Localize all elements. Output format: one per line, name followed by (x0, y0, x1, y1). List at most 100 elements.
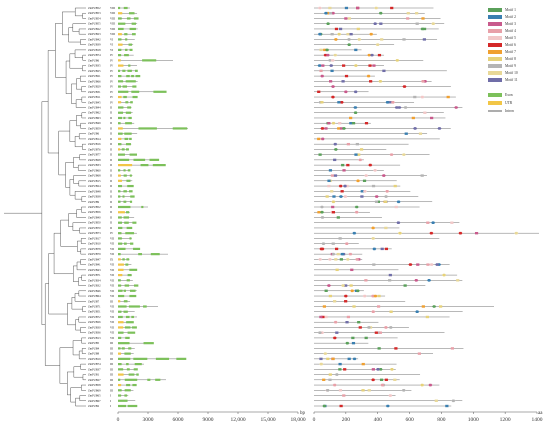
exon (123, 190, 127, 193)
motif-block (372, 247, 377, 251)
motif-block (346, 32, 350, 36)
legend-label: Motif 5 (505, 36, 516, 40)
exon (129, 48, 133, 51)
motif-block (384, 200, 388, 203)
exon (123, 174, 127, 177)
motif-block (326, 22, 331, 26)
gene-group: III (110, 388, 113, 392)
gene-group: VII (110, 242, 114, 246)
exon (118, 80, 124, 83)
exon (129, 289, 136, 292)
motif-block (321, 315, 325, 319)
motif-block (338, 389, 343, 392)
motif-block (381, 174, 386, 177)
gene-name: ZmPUB79 (88, 252, 101, 256)
gene-name: ZmPUB5 (88, 341, 100, 345)
exon (118, 74, 122, 78)
motif-block (325, 48, 330, 52)
motif-block (394, 347, 398, 350)
motif-block (332, 336, 337, 340)
motif-block (364, 336, 368, 340)
gene-group: I (110, 399, 111, 403)
motif-block (329, 64, 334, 67)
exon (131, 315, 134, 319)
gene-group: VII (110, 315, 114, 319)
exon (126, 74, 130, 78)
motif-block (333, 53, 338, 57)
utr (118, 258, 121, 261)
motif-block (375, 43, 380, 46)
exon (129, 153, 138, 156)
exon (123, 300, 128, 303)
exon (128, 43, 133, 46)
motif-block (333, 174, 338, 177)
exon (118, 363, 122, 366)
exon (127, 331, 136, 334)
motif-block (514, 231, 519, 235)
motif-block (348, 252, 353, 256)
motif-block (333, 158, 337, 162)
motif-block (319, 205, 324, 209)
gene-name: ZmPUB65 (88, 394, 101, 398)
motif-block (361, 389, 365, 392)
motif-block (373, 22, 378, 26)
motif-block (445, 404, 449, 408)
exon (118, 394, 122, 397)
gene-group: II (110, 153, 112, 157)
exon (118, 85, 121, 88)
motif-block (339, 127, 344, 130)
exon (131, 90, 140, 93)
gene-name: ZmPUB6 (88, 132, 100, 136)
legend-label: Motif 2 (505, 15, 516, 19)
exon (118, 184, 122, 188)
exon (123, 95, 127, 99)
exon (124, 137, 129, 141)
motif-block (371, 237, 376, 240)
motif-block (319, 357, 323, 361)
exon (140, 164, 149, 167)
motif-block (429, 231, 434, 235)
exon (127, 404, 138, 408)
motif-block (319, 315, 323, 319)
legend-swatch (488, 36, 502, 40)
gene-group: II (110, 137, 112, 141)
utr (118, 300, 121, 303)
exon (125, 101, 129, 104)
motif-block (351, 336, 355, 340)
exon (125, 38, 128, 41)
exon (129, 137, 132, 141)
gene-name: ZmPUB70 (88, 226, 101, 230)
motif-block (349, 122, 353, 125)
exon (118, 310, 122, 313)
exon (118, 216, 122, 219)
motif-block (325, 195, 329, 198)
motif-block (384, 226, 388, 230)
motif-block (332, 383, 337, 387)
gene-name: ZmPUB63 (88, 116, 101, 120)
motif-block (474, 231, 479, 235)
gene-name: ZmPUB34 (88, 278, 101, 282)
motif-block (322, 378, 326, 382)
axis-b-tick-label: 1200 (500, 417, 511, 423)
gene-name: ZmPUB29 (88, 85, 101, 89)
exon (155, 378, 161, 381)
exon (132, 383, 137, 387)
gene-group: VII (110, 310, 114, 314)
motif-block (320, 247, 325, 251)
gene-group: IV (110, 79, 114, 83)
gene-group: VI (110, 43, 113, 47)
gene-name: ZmPUB54 (88, 16, 101, 20)
motif-block (406, 17, 410, 20)
exon (125, 263, 129, 266)
exon (118, 116, 123, 120)
utr (118, 101, 122, 104)
motif-block (355, 258, 360, 261)
gene-group: VII (110, 268, 114, 272)
motif-block (395, 59, 400, 62)
exon (118, 399, 128, 402)
motif-block (317, 6, 322, 10)
motif-block (352, 305, 356, 308)
motif-block (322, 305, 326, 308)
gene-name: ZmPUB66 (88, 79, 101, 83)
